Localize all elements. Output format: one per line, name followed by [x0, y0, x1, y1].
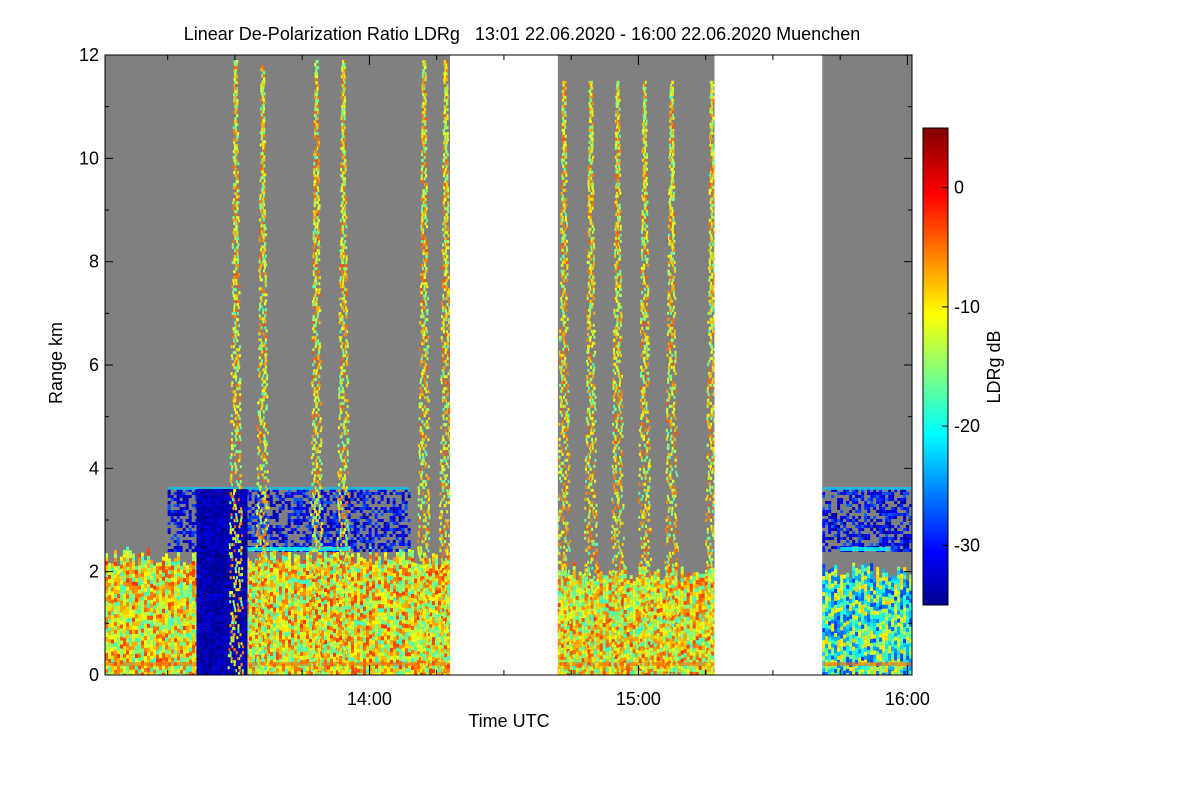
y-axis-label: Range km — [46, 322, 66, 404]
heatmap-area — [105, 55, 912, 679]
colorbar — [923, 128, 948, 605]
colorbar-tick-label: 0 — [954, 178, 964, 198]
colorbar-tick-label: -10 — [954, 297, 980, 317]
ground-stripe — [822, 662, 912, 666]
x-tick-label: 16:00 — [885, 689, 930, 709]
y-tick-label: 8 — [89, 252, 99, 272]
y-tick-label: 10 — [79, 148, 99, 168]
missing-data-gap — [715, 55, 823, 675]
y-tick-label: 0 — [89, 665, 99, 685]
y-tick-label: 12 — [79, 45, 99, 65]
cloud-top-edge — [822, 487, 912, 490]
x-tick-label: 15:00 — [616, 689, 661, 709]
ground-stripe — [105, 662, 450, 666]
x-tick-label: 14:00 — [347, 689, 392, 709]
missing-data-gap — [450, 55, 558, 675]
colorbar-label: LDRg dB — [984, 330, 1004, 403]
ground-stripe — [558, 662, 715, 666]
cloud-base-edge — [840, 547, 889, 551]
colorbar-tick-label: -30 — [954, 535, 980, 555]
colorbar-tick-label: -20 — [954, 416, 980, 436]
x-axis-label: Time UTC — [468, 711, 549, 731]
y-tick-label: 4 — [89, 458, 99, 478]
y-tick-label: 2 — [89, 562, 99, 582]
y-tick-label: 6 — [89, 355, 99, 375]
chart-title: Linear De-Polarization Ratio LDRg 13:01 … — [184, 24, 860, 44]
